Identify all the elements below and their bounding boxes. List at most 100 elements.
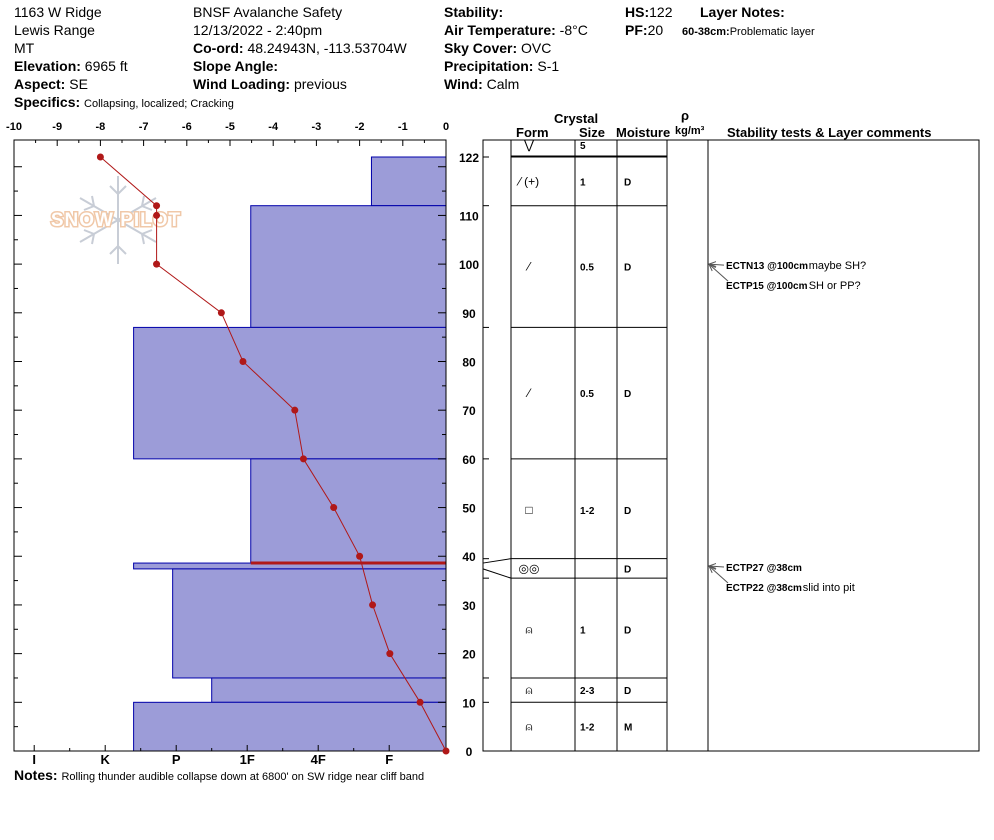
hardness-tick-label: P [172,752,181,767]
hs-value: 122 [649,4,673,20]
air-temp-value: -8°C [559,22,588,38]
stability-test-label: ECTP27 @38cm [726,563,802,574]
moisture-value: D [624,564,631,575]
depth-tick-label: 122 [459,151,479,165]
depth-tick-label: 60 [462,453,476,467]
layer-connector [482,568,512,579]
slope-angle: Slope Angle: [193,58,278,74]
sky-value: OVC [521,40,552,56]
moisture-header: Moisture [616,125,671,140]
crystal-size: 1-2 [580,506,595,517]
stability-test-label: ECTP15 @100cm [726,281,808,292]
temperature-point [442,747,450,755]
pf-label: PF: [625,22,648,38]
stability-test-arrow [709,264,729,282]
temp-tick-label: -5 [225,121,235,133]
moisture-value: D [624,389,631,400]
form-header: Form [516,125,549,140]
crystal-form-symbol: ◎◎ [519,561,540,575]
crystal-form-symbol: ⁄ (+) [516,174,539,188]
temperature-point [153,211,161,219]
depth-tick-label: 20 [462,648,476,662]
density-symbol: ρ [681,108,690,123]
moisture-value: D [624,625,631,636]
coord-label: Co-ord: [193,40,244,56]
wind-value: Calm [486,76,520,92]
range-name: Lewis Range [14,22,95,38]
temp-tick-label: -2 [355,121,365,133]
aspect-value: SE [69,76,88,92]
stability-test-comment: maybe SH? [809,260,866,272]
depth-tick-label: 40 [462,550,476,564]
stability-test-label: ECTP22 @38cm [726,583,802,594]
hardness-tick-label: F [385,752,393,767]
hardness-bar [133,326,447,460]
air-temperature: Air Temperature: -8°C [444,22,588,38]
temperature-point [330,504,338,512]
organization: BNSF Avalanche Safety [193,4,343,20]
moisture-value: M [624,723,632,734]
date-time: 12/13/2022 - 2:40pm [193,22,323,38]
temp-tick-label: -1 [398,121,408,133]
location-name: 1163 W Ridge [14,4,102,20]
precip-value: S-1 [537,58,560,74]
specifics-value: Collapsing, localized; Cracking [84,98,234,110]
stability-label: Stability: [444,4,504,20]
temperature-point [356,552,364,560]
crystal-form-symbol: ⁄ [525,386,532,400]
coord-value: 48.24943N, -113.53704W [247,40,407,56]
snowflake-icon [79,176,157,264]
temperature-point [153,260,161,268]
layer-connector [482,558,512,564]
notes-value: Rolling thunder audible collapse down at… [61,771,425,783]
hardness-bar [250,205,447,328]
notes-label: Notes: [14,767,58,783]
aspect-label: Aspect: [14,76,66,92]
stability-test-arrow [709,566,729,584]
crystal-form-symbol: ⋁ [523,138,534,152]
hardness-tick-label: 4F [311,752,326,767]
temp-tick-label: -4 [268,121,279,133]
crystal-size: 1-2 [580,723,595,734]
layer-note: 60-38cm:Problematic layer [682,24,815,40]
moisture-value: D [624,177,631,188]
stability-test-comment: SH or PP? [809,280,861,292]
temp-tick-label: -6 [182,121,192,133]
stability-test-comment: slid into pit [803,582,855,594]
temperature-line [100,156,447,752]
elevation-value: 6965 ft [84,58,128,74]
moisture-value: D [624,506,631,517]
temperature-point [291,406,299,414]
layer-notes-title: Layer Notes: [700,4,785,20]
temp-tick-label: -3 [312,121,322,133]
stability-test-label: ECTN13 @100cm [726,261,808,272]
coordinates: Co-ord: 48.24943N, -113.53704W [193,40,407,56]
temp-tick-label: -8 [96,121,106,133]
stability-test-arrow [709,264,725,265]
sky-label: Sky Cover: [444,40,518,56]
hardness-bar [370,156,447,207]
temp-tick-label: -7 [139,121,149,133]
hardness-bar [133,701,447,752]
stability-header: Stability tests & Layer comments [727,125,932,140]
state-name: MT [14,40,35,56]
crystal-size: 1 [580,625,586,636]
wind-loading: Wind Loading: previous [193,76,347,92]
temperature-point [369,601,377,609]
temperature-point [239,357,247,365]
moisture-value: D [624,263,631,274]
specifics-label: Specifics: [14,94,81,110]
stability: Stability: [444,4,503,20]
layer-table-frame [482,139,980,752]
hardness-bar [172,568,447,679]
crystal-size: 2-3 [580,686,595,697]
moisture-value: D [624,686,631,697]
crystal-form-symbol: ⍝ [525,622,532,636]
notes: Notes: Rolling thunder audible collapse … [14,767,424,785]
temperature-point [386,650,394,658]
crystal-form-symbol: ⍝ [525,683,532,697]
slope-label: Slope Angle: [193,58,279,74]
foot-penetration: PF:20 [625,22,663,38]
crystal-header: Crystal [554,111,599,126]
